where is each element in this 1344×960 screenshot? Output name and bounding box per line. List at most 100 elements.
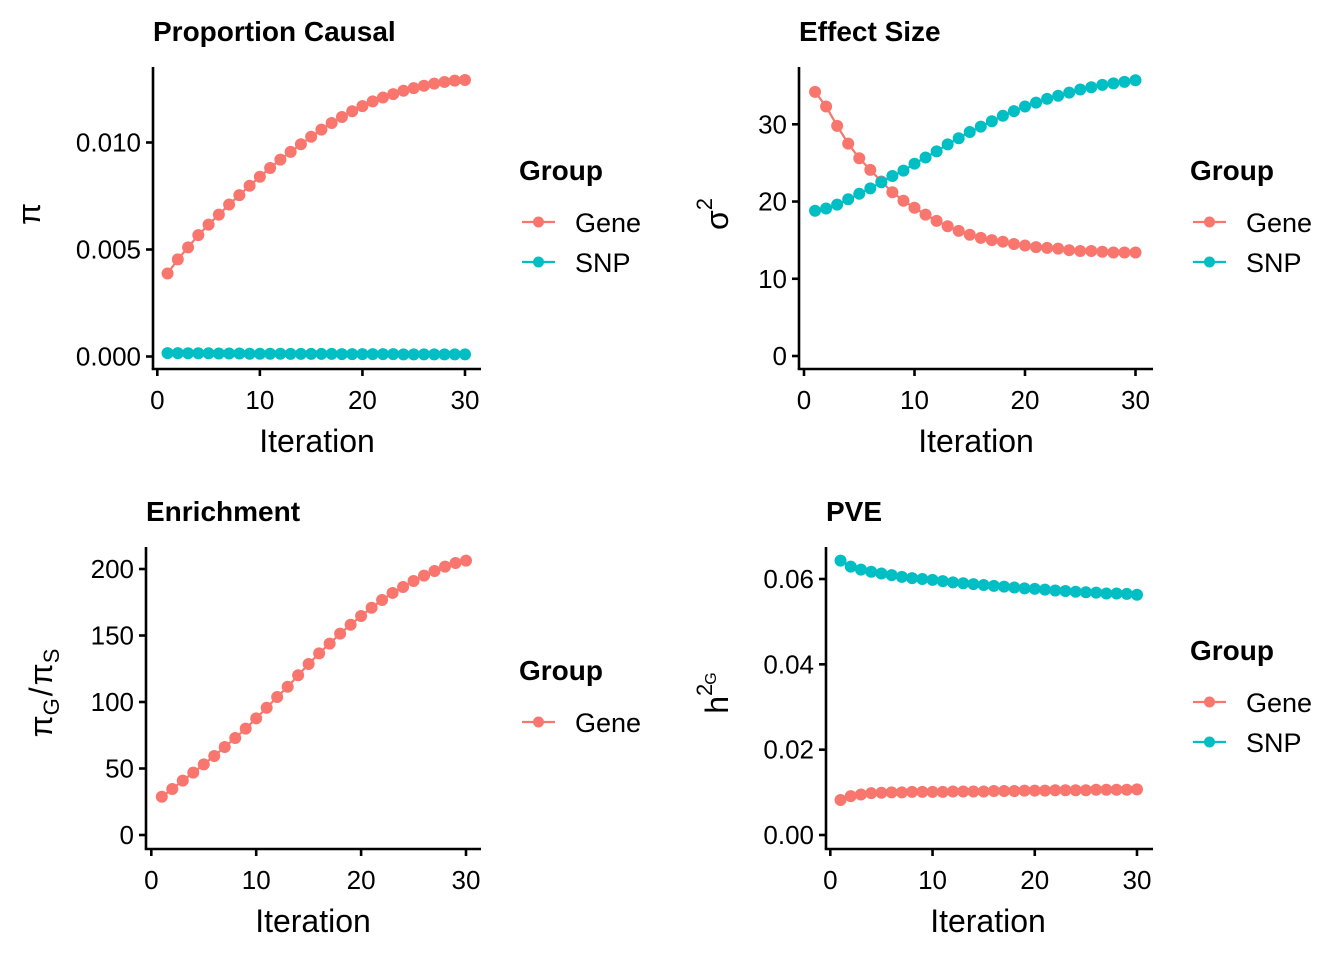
panel-effect-size: Effect Size 0 10 20 30 0 10 20 30 Iteration σ2 Grou… <box>692 16 1312 459</box>
data-point-gene <box>875 786 888 799</box>
data-point-gene <box>344 618 357 631</box>
data-point-gene <box>1069 784 1082 797</box>
data-point-gene <box>428 564 441 577</box>
data-point-snp <box>1052 89 1065 102</box>
data-point-gene <box>313 647 326 660</box>
panel-title: Effect Size <box>799 16 941 47</box>
data-point-snp <box>223 347 236 360</box>
data-point-snp <box>1100 587 1113 600</box>
data-point-snp <box>831 198 844 211</box>
data-point-snp <box>284 347 297 360</box>
data-point-gene <box>1049 784 1062 797</box>
x-tick-label: 30 <box>1123 865 1152 895</box>
data-point-gene <box>1007 238 1020 251</box>
data-point-gene <box>407 82 420 95</box>
data-point-gene <box>233 189 246 202</box>
data-point-gene <box>355 609 368 622</box>
y-tick-label: 30 <box>758 109 787 139</box>
data-point-gene <box>1096 245 1109 258</box>
legend-item-gene: Gene <box>522 208 641 238</box>
data-point-gene <box>1120 783 1133 796</box>
data-point-snp <box>1074 83 1087 96</box>
legend-key-point <box>1204 736 1215 748</box>
y-tick-label: 0.02 <box>763 735 814 765</box>
data-point-snp <box>1008 581 1021 594</box>
data-point-gene <box>192 229 205 242</box>
data-point-snp <box>926 573 939 586</box>
y-tick-label: 0.005 <box>76 235 141 265</box>
data-point-snp <box>438 348 451 361</box>
data-point-gene <box>1019 239 1031 252</box>
x-axis-title: Iteration <box>259 423 375 459</box>
data-point-snp <box>854 563 867 576</box>
data-point-gene <box>831 119 844 132</box>
x-tick-label: 10 <box>245 385 274 415</box>
y-tick-label: 0.000 <box>76 342 141 372</box>
y-tick-label: 0.06 <box>763 564 814 594</box>
data-point-gene <box>1131 783 1143 796</box>
data-point-snp <box>946 576 959 589</box>
data-point-gene <box>1059 784 1072 797</box>
data-point-gene <box>250 712 263 725</box>
data-point-snp <box>335 348 348 361</box>
data-point-gene <box>834 794 847 807</box>
data-point-gene <box>1038 784 1051 797</box>
data-point-gene <box>305 130 318 143</box>
data-point-snp <box>192 347 205 360</box>
data-point-snp <box>1118 75 1131 88</box>
data-point-snp <box>930 145 943 158</box>
data-point-gene <box>284 145 297 158</box>
data-point-snp <box>820 202 833 215</box>
data-point-gene <box>977 785 990 798</box>
data-point-snp <box>1049 584 1062 597</box>
data-point-snp <box>417 348 430 361</box>
data-point-gene <box>387 88 400 101</box>
data-point-snp <box>253 347 266 360</box>
data-point-gene <box>1100 783 1113 796</box>
data-point-snp <box>407 348 420 361</box>
x-tick-label: 0 <box>797 385 811 415</box>
y-tick-label: 10 <box>758 264 787 294</box>
data-point-snp <box>1085 81 1098 94</box>
data-point-gene <box>916 785 929 798</box>
data-point-gene <box>264 161 277 174</box>
data-point-gene <box>906 785 919 798</box>
x-tick-label: 0 <box>823 865 837 895</box>
data-point-gene <box>334 627 347 640</box>
data-point-snp <box>895 570 908 583</box>
data-point-snp <box>1019 100 1031 113</box>
data-point-snp <box>853 187 866 200</box>
data-point-gene <box>302 657 315 670</box>
legend-item-snp: SNP <box>1193 248 1302 278</box>
data-point-snp <box>387 348 400 361</box>
data-point-snp <box>1028 582 1041 595</box>
data-point-gene <box>1118 246 1131 259</box>
data-point-snp <box>264 347 277 360</box>
data-point-gene <box>315 123 328 136</box>
data-point-gene <box>448 74 461 87</box>
data-point-gene <box>1030 241 1043 254</box>
data-point-snp <box>919 151 932 164</box>
data-point-snp <box>1079 586 1092 599</box>
data-point-gene <box>243 179 256 192</box>
legend-label: SNP <box>575 248 631 278</box>
data-point-gene <box>274 153 287 166</box>
data-point-gene <box>323 637 336 650</box>
data-point-snp <box>952 132 965 145</box>
y-tick-label: 150 <box>91 621 134 651</box>
data-point-gene <box>987 785 1000 798</box>
data-point-gene <box>325 117 338 130</box>
x-tick-label: 10 <box>242 865 271 895</box>
data-point-gene <box>1090 783 1103 796</box>
data-point-gene <box>842 137 855 150</box>
data-point-gene <box>854 788 867 801</box>
x-axis-title: Iteration <box>255 903 371 939</box>
data-point-snp <box>1007 105 1020 118</box>
legend-key-point <box>533 216 544 228</box>
data-point-snp <box>985 115 998 128</box>
data-point-gene <box>460 554 472 567</box>
data-point-snp <box>996 109 1009 122</box>
data-point-gene <box>1110 783 1123 796</box>
legend-label: SNP <box>1246 728 1302 758</box>
data-point-gene <box>376 593 389 606</box>
